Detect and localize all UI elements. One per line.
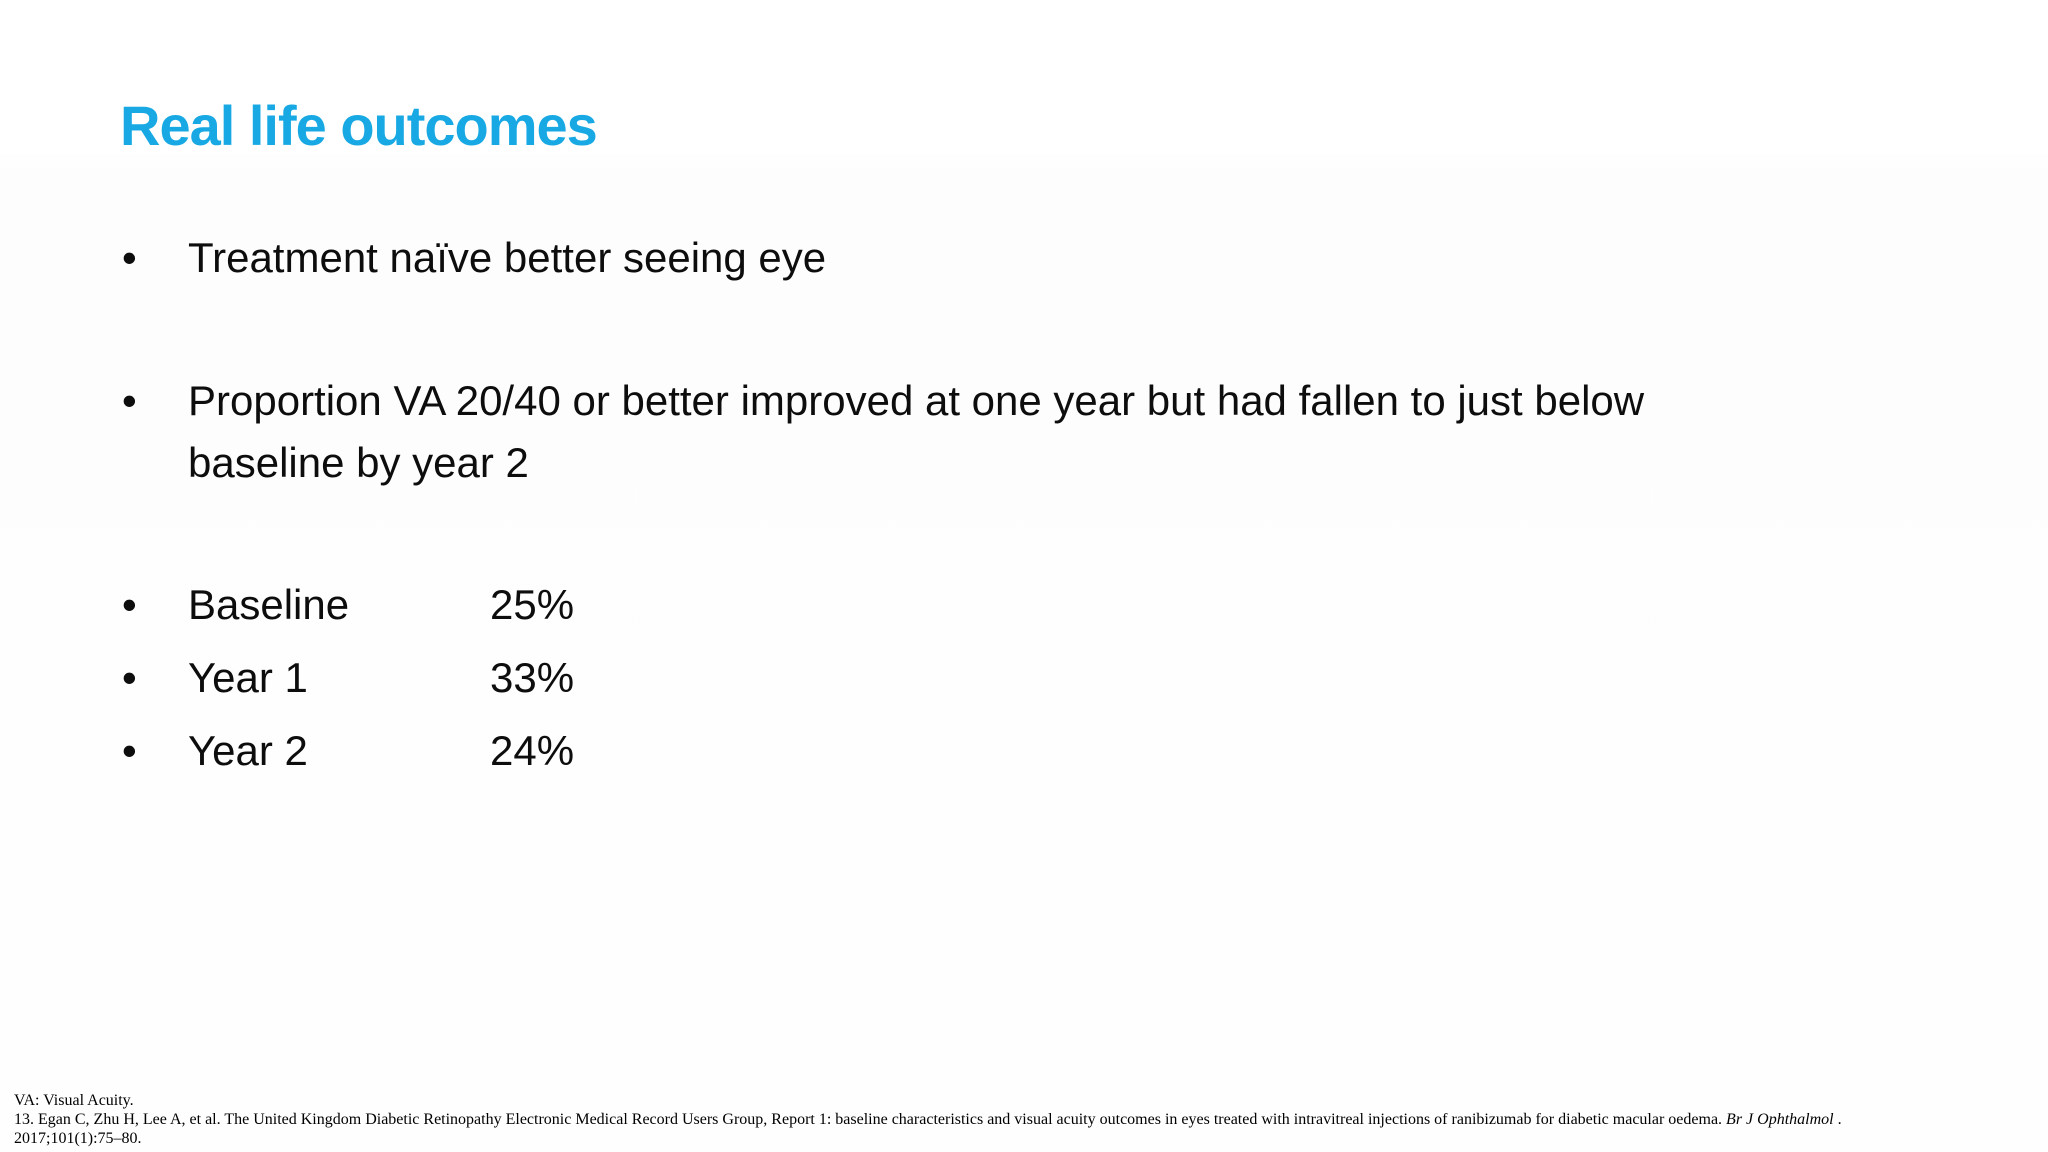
stat-label-year2: Year 2 xyxy=(188,727,308,774)
stat-row-year2: • Year 2 24% xyxy=(120,714,1860,787)
slide-title: Real life outcomes xyxy=(120,94,598,157)
footnote-abbreviation: VA: Visual Acuity. xyxy=(14,1092,134,1109)
stat-row-year1: • Year 1 33% xyxy=(120,641,1860,714)
bullet-item-proportion: • Proportion VA 20/40 or better improved… xyxy=(120,370,1860,494)
stat-value-year2: 24% xyxy=(490,727,575,774)
stat-value-year1: 33% xyxy=(490,654,575,701)
bullet-dot-icon: • xyxy=(122,377,137,424)
stat-row-baseline: • Baseline 25% xyxy=(120,568,1860,641)
stat-label-baseline: Baseline xyxy=(188,581,350,628)
slide-body: • Treatment naïve better seeing eye • Pr… xyxy=(120,228,1860,787)
bullet-item-treatment: • Treatment naïve better seeing eye xyxy=(120,228,1860,288)
bullet-text-proportion: Proportion VA 20/40 or better improved a… xyxy=(188,377,1645,486)
footnote-journal-name: Br J Ophthalmol xyxy=(1726,1111,1834,1128)
footnote-reference-continuation: 2017;101(1):75–80. xyxy=(14,1130,142,1147)
footnote-reference-tail: . xyxy=(1833,1111,1842,1128)
footnote: VA: Visual Acuity. 13. Egan C, Zhu H, Le… xyxy=(14,1091,2034,1148)
bullet-dot-icon: • xyxy=(122,654,137,701)
bullet-dot-icon: • xyxy=(122,727,137,774)
stat-value-baseline: 25% xyxy=(490,581,575,628)
stat-label-year1: Year 1 xyxy=(188,654,308,701)
stats-list: • Baseline 25% • Year 1 33% • Year 2 24% xyxy=(120,568,1860,787)
bullet-dot-icon: • xyxy=(122,581,137,628)
footnote-reference: 13. Egan C, Zhu H, Lee A, et al. The Uni… xyxy=(14,1110,2034,1129)
footnote-reference-text: 13. Egan C, Zhu H, Lee A, et al. The Uni… xyxy=(14,1111,1727,1128)
bullet-dot-icon: • xyxy=(122,234,137,281)
bullet-text-treatment: Treatment naïve better seeing eye xyxy=(188,234,827,281)
